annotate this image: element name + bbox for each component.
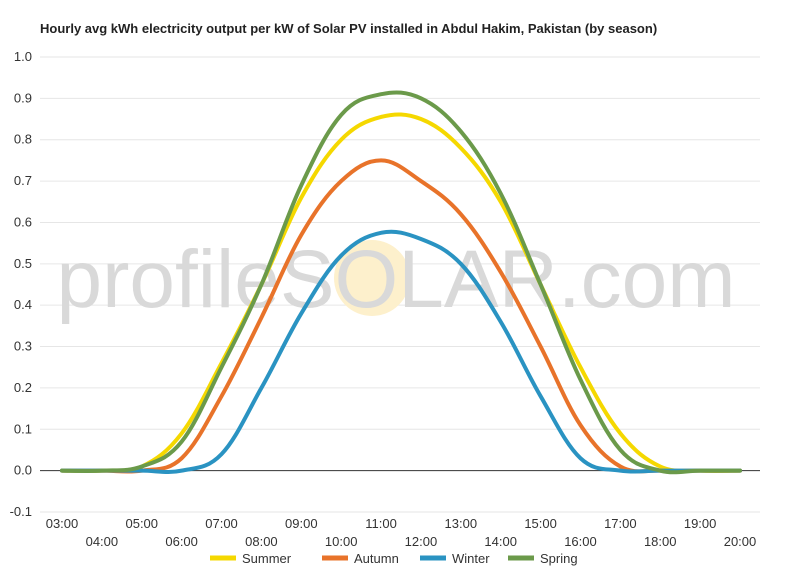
watermark: profileSOLAR.com (56, 234, 735, 325)
watermark-sun-icon (334, 240, 410, 316)
x-tick-label: 09:00 (285, 516, 318, 531)
series-line-summer (60, 112, 742, 473)
y-tick-label: 0.8 (14, 132, 32, 147)
y-tick-label: 0.0 (14, 463, 32, 478)
legend-label-winter: Winter (452, 551, 490, 566)
y-tick-label: 0.7 (14, 173, 32, 188)
x-tick-label: 17:00 (604, 516, 637, 531)
x-tick-label: 05:00 (125, 516, 158, 531)
x-tick-label: 16:00 (564, 534, 597, 549)
y-tick-label: 0.2 (14, 380, 32, 395)
y-tick-label: 0.9 (14, 90, 32, 105)
legend-label-summer: Summer (242, 551, 292, 566)
y-tick-label: 0.4 (14, 297, 32, 312)
y-tick-label: 0.5 (14, 256, 32, 271)
x-axis: 03:00 04:00 05:00 06:00 07:00 08:00 09:00 10:00… (46, 516, 757, 549)
x-tick-label: 08:00 (245, 534, 278, 549)
series-line-spring (60, 90, 742, 475)
x-tick-label: 20:00 (724, 534, 757, 549)
y-axis: -0.1 0.0 0.1 0.2 0.3 0.4 0.5 0.6 0.7 0.8 0.9 1.0 (10, 49, 32, 519)
x-tick-label: 07:00 (205, 516, 238, 531)
x-tick-label: 14:00 (484, 534, 517, 549)
y-tick-label: 1.0 (14, 49, 32, 64)
legend-label-autumn: Autumn (354, 551, 399, 566)
x-tick-label: 03:00 (46, 516, 79, 531)
y-tick-label: 0.1 (14, 421, 32, 436)
y-tick-label: 0.3 (14, 339, 32, 354)
series-lines (60, 90, 742, 475)
x-tick-label: 11:00 (365, 516, 397, 531)
legend: Summer Autumn Winter Spring (210, 551, 578, 566)
series-line-winter (60, 229, 742, 474)
x-tick-label: 06:00 (165, 534, 198, 549)
x-tick-label: 04:00 (86, 534, 119, 549)
x-tick-label: 12:00 (405, 534, 438, 549)
x-tick-label: 18:00 (644, 534, 677, 549)
legend-label-spring: Spring (540, 551, 578, 566)
x-tick-label: 19:00 (684, 516, 717, 531)
y-tick-label: -0.1 (10, 504, 32, 519)
series-line-autumn (60, 158, 742, 474)
chart-title: Hourly avg kWh electricity output per kW… (40, 21, 657, 36)
y-tick-label: 0.6 (14, 214, 32, 229)
x-tick-label: 15:00 (524, 516, 557, 531)
x-tick-label: 13:00 (445, 516, 478, 531)
watermark-text: profileSOLAR.com (56, 234, 735, 325)
x-tick-label: 10:00 (325, 534, 358, 549)
